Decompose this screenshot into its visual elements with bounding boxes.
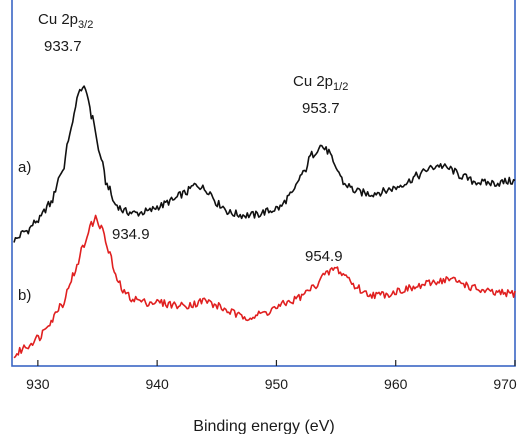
peak-name-cu2p32-sub: 3/2 bbox=[78, 19, 93, 31]
x-tick-label-960: 960 bbox=[384, 376, 408, 392]
plot-frame bbox=[11, 0, 516, 367]
peak-name-cu2p32: Cu 2p3/2 bbox=[38, 11, 93, 31]
peak-value-a-933-7: 933.7 bbox=[44, 38, 82, 55]
x-axis-ticks: 930 940 950 960 970 bbox=[26, 360, 517, 392]
series-line-a bbox=[13, 85, 516, 243]
peak-name-cu2p12-main: Cu 2p bbox=[293, 73, 333, 90]
x-tick-label-940: 940 bbox=[145, 376, 169, 392]
series-line-b bbox=[13, 214, 516, 359]
trace-label-b: b) bbox=[18, 287, 31, 304]
peak-name-cu2p12-sub: 1/2 bbox=[333, 81, 348, 93]
x-axis-title: Binding energy (eV) bbox=[193, 418, 334, 434]
x-tick-label-970: 970 bbox=[493, 376, 517, 392]
peak-value-b-954-9: 954.9 bbox=[305, 248, 343, 265]
x-tick-label-950: 950 bbox=[265, 376, 289, 392]
peak-value-a-953-7: 953.7 bbox=[302, 100, 340, 117]
peak-name-cu2p12: Cu 2p1/2 bbox=[293, 73, 348, 93]
peak-value-b-934-9: 934.9 bbox=[112, 226, 150, 243]
x-tick-label-930: 930 bbox=[26, 376, 50, 392]
trace-label-a: a) bbox=[18, 159, 31, 176]
peak-name-cu2p32-main: Cu 2p bbox=[38, 11, 78, 28]
